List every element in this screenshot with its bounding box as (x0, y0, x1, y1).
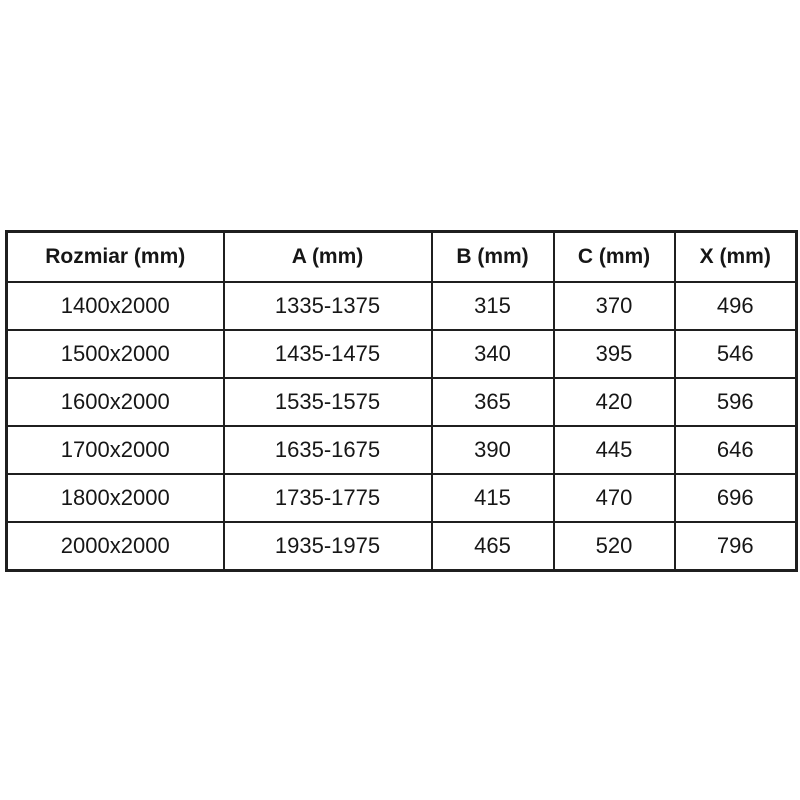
table-cell-size: 1800x2000 (5, 473, 225, 523)
table-cell-b: 365 (430, 377, 555, 427)
table-cell-size: 1700x2000 (5, 425, 225, 475)
table-cell-x: 696 (673, 473, 798, 523)
table-cell-c: 520 (552, 521, 676, 572)
dimensions-table-container: Rozmiar (mm) A (mm) B (mm) C (mm) X (mm)… (5, 230, 798, 572)
table-cell-x: 796 (673, 521, 798, 572)
table-cell-x: 546 (673, 329, 798, 379)
table-cell-c: 470 (552, 473, 676, 523)
table-cell-size: 1500x2000 (5, 329, 225, 379)
table-cell-b: 390 (430, 425, 555, 475)
table-cell-b: 415 (430, 473, 555, 523)
table-cell-c: 370 (552, 281, 676, 331)
table-cell-size: 2000x2000 (5, 521, 225, 572)
table-cell-x: 496 (673, 281, 798, 331)
table-cell-size: 1600x2000 (5, 377, 225, 427)
table-cell-c: 445 (552, 425, 676, 475)
table-cell-c: 395 (552, 329, 676, 379)
table-cell-c: 420 (552, 377, 676, 427)
table-cell-a: 1635-1675 (222, 425, 433, 475)
header-row: Rozmiar (mm) A (mm) B (mm) C (mm) X (mm) (5, 230, 798, 283)
table-cell-b: 315 (430, 281, 555, 331)
table-cell-a: 1435-1475 (222, 329, 433, 379)
table-cell-a: 1535-1575 (222, 377, 433, 427)
column-header-a: A (mm) (222, 230, 433, 283)
column-header-rozmiar: Rozmiar (mm) (5, 230, 225, 283)
table-cell-b: 340 (430, 329, 555, 379)
table-row: 1500x2000 1435-1475 340 395 546 (5, 329, 798, 379)
table-cell-x: 646 (673, 425, 798, 475)
table-row: 1700x2000 1635-1675 390 445 646 (5, 425, 798, 475)
column-header-x: X (mm) (673, 230, 798, 283)
table-cell-x: 596 (673, 377, 798, 427)
table-row: 2000x2000 1935-1975 465 520 796 (5, 521, 798, 572)
table-row: 1600x2000 1535-1575 365 420 596 (5, 377, 798, 427)
table-cell-a: 1735-1775 (222, 473, 433, 523)
table-row: 1800x2000 1735-1775 415 470 696 (5, 473, 798, 523)
column-header-b: B (mm) (430, 230, 555, 283)
table-cell-a: 1335-1375 (222, 281, 433, 331)
table-cell-size: 1400x2000 (5, 281, 225, 331)
table-cell-b: 465 (430, 521, 555, 572)
column-header-c: C (mm) (552, 230, 676, 283)
dimensions-table: Rozmiar (mm) A (mm) B (mm) C (mm) X (mm)… (5, 230, 798, 572)
table-row: 1400x2000 1335-1375 315 370 496 (5, 281, 798, 331)
table-cell-a: 1935-1975 (222, 521, 433, 572)
